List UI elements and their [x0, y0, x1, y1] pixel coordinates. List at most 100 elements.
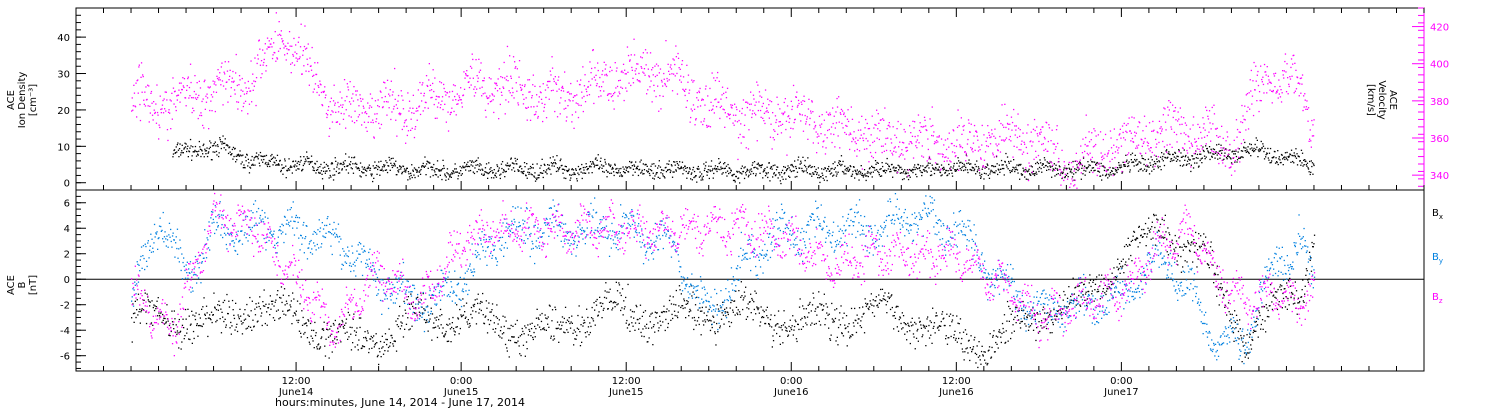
density-point: [1141, 155, 1143, 157]
density-point: [380, 169, 383, 171]
Bx-point: [237, 314, 239, 316]
density-point: [877, 162, 879, 164]
velocity-point: [1083, 167, 1085, 169]
Bx-point: [400, 321, 402, 323]
density-point: [1120, 166, 1123, 168]
Bx-point: [477, 302, 479, 305]
Bx-point: [301, 310, 303, 312]
density-point: [411, 176, 413, 179]
velocity-point: [629, 59, 631, 61]
Bx-point: [366, 340, 368, 342]
density-point: [554, 159, 556, 161]
velocity-point: [1282, 70, 1284, 72]
density-point: [1219, 157, 1221, 159]
Bx-point: [407, 317, 409, 319]
Bx-point: [539, 314, 541, 316]
velocity-point: [798, 102, 800, 105]
velocity-point: [1223, 149, 1225, 151]
density-point: [470, 164, 472, 166]
density-point: [901, 168, 903, 170]
Bx-point: [442, 327, 444, 329]
density-point: [769, 180, 771, 182]
velocity-point: [751, 113, 753, 115]
velocity-point: [707, 95, 709, 97]
velocity-point: [470, 84, 472, 86]
velocity-point: [255, 77, 258, 79]
Bx-point: [434, 317, 436, 319]
Bx-point: [456, 326, 458, 328]
velocity-point: [1095, 143, 1097, 146]
density-point: [1026, 171, 1029, 173]
Bx-point: [399, 305, 401, 308]
velocity-point: [165, 91, 167, 93]
velocity-point: [800, 101, 802, 103]
density-point: [172, 156, 174, 158]
density-point: [945, 169, 948, 172]
density-point: [829, 173, 832, 175]
density-point: [537, 174, 539, 176]
Bx-point: [452, 316, 454, 319]
density-point: [642, 173, 644, 175]
density-point: [1014, 170, 1016, 173]
velocity-point: [1153, 154, 1156, 156]
density-point: [1015, 166, 1017, 168]
Bx-point: [223, 320, 225, 323]
density-point: [187, 156, 189, 158]
velocity-point: [622, 63, 625, 65]
velocity-point: [1064, 173, 1066, 175]
velocity-point: [489, 101, 492, 103]
density-point: [303, 156, 305, 158]
density-point: [622, 166, 624, 168]
Bx-point: [446, 340, 448, 343]
velocity-point: [350, 103, 352, 105]
density-point: [401, 173, 403, 175]
density-point: [991, 170, 993, 172]
velocity-point: [1015, 129, 1017, 131]
density-point: [967, 162, 970, 164]
velocity-point: [319, 80, 321, 82]
velocity-point: [528, 91, 530, 93]
density-point: [809, 164, 811, 167]
Bx-point: [205, 305, 208, 307]
Bx-point: [313, 347, 315, 349]
velocity-point: [823, 119, 825, 121]
density-point: [527, 168, 529, 170]
density-point: [526, 177, 528, 179]
density-point: [499, 177, 501, 180]
density-point: [547, 168, 549, 170]
density-point: [259, 165, 261, 167]
density-point: [1267, 157, 1269, 159]
density-point: [868, 172, 870, 174]
Bx-point: [415, 297, 418, 299]
velocity-point: [545, 96, 547, 99]
Bx-point: [553, 338, 556, 340]
velocity-point: [1308, 140, 1310, 142]
velocity-point: [880, 145, 883, 147]
Bx-point: [458, 333, 460, 335]
velocity-point: [910, 141, 912, 143]
density-axis-label-line3: [cm⁻³]: [28, 84, 39, 116]
density-point: [1007, 168, 1009, 170]
velocity-point: [548, 80, 550, 83]
density-point: [1009, 169, 1011, 172]
density-point: [520, 165, 522, 167]
density-point: [716, 170, 718, 173]
velocity-point: [355, 90, 357, 92]
velocity-point: [603, 61, 605, 63]
Bx-point: [199, 317, 201, 319]
Bx-point: [353, 313, 355, 315]
velocity-point: [898, 146, 900, 148]
velocity-point: [1207, 115, 1209, 117]
density-point: [1022, 167, 1024, 169]
density-point: [800, 160, 802, 162]
Bx-point: [329, 328, 331, 330]
velocity-point: [1053, 143, 1055, 145]
Bx-point: [540, 320, 543, 323]
velocity-point: [1173, 131, 1175, 133]
density-point: [941, 174, 943, 176]
velocity-point: [527, 106, 529, 108]
density-point: [746, 168, 748, 170]
velocity-point: [139, 119, 142, 122]
Bx-point: [155, 306, 158, 308]
density-point: [1147, 165, 1149, 167]
